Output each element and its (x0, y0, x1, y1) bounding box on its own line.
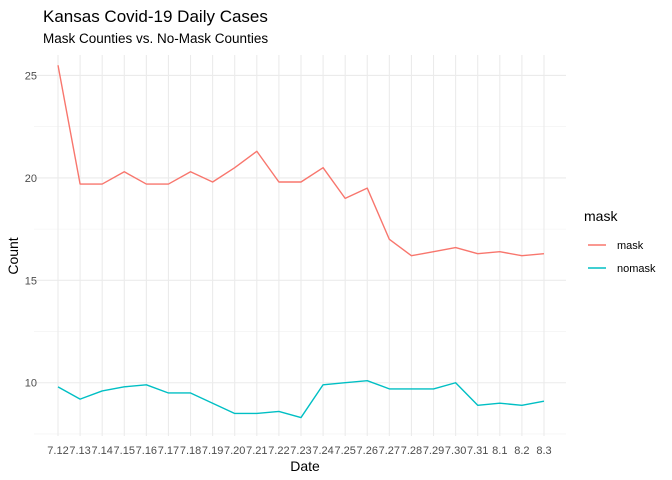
y-axis-title: Count (5, 237, 21, 274)
y-axis-ticks: 10 15 20 25 (25, 70, 37, 389)
x-tick-label: 7.24 (312, 445, 333, 457)
series-line-mask (57, 65, 545, 257)
x-tick-label: 7.18 (180, 445, 201, 457)
x-tick-label: 7.20 (224, 445, 245, 457)
x-tick-label: 7.23 (290, 445, 311, 457)
grid-major (34, 55, 566, 436)
legend-label-mask: mask (617, 240, 644, 252)
legend-items: mask nomask (588, 240, 656, 275)
x-tick-label: 7.15 (114, 445, 135, 457)
legend-label-nomask: nomask (617, 263, 656, 275)
x-tick-label: 7.13 (69, 445, 90, 457)
series-line-nomask (57, 379, 545, 419)
plot-area (34, 55, 566, 436)
x-tick-label: 7.17 (158, 445, 179, 457)
x-tick-label: 7.29 (423, 445, 444, 457)
x-tick-label: 8.3 (536, 445, 551, 457)
x-tick-label: 7.28 (401, 445, 422, 457)
x-tick-label: 7.19 (202, 445, 223, 457)
series-lines (57, 65, 545, 419)
x-axis-title: Date (290, 458, 320, 474)
x-tick-label: 7.14 (91, 445, 112, 457)
x-tick-label: 7.22 (268, 445, 289, 457)
chart-title: Kansas Covid-19 Daily Cases (43, 7, 268, 26)
x-tick-label: 7.30 (445, 445, 466, 457)
x-tick-label: 8.1 (492, 445, 507, 457)
x-tick-label: 7.16 (136, 445, 157, 457)
legend-title: mask (584, 208, 618, 224)
x-tick-label: 7.26 (357, 445, 378, 457)
y-tick-label: 10 (25, 378, 37, 390)
chart-subtitle: Mask Counties vs. No-Mask Counties (43, 31, 268, 46)
legend: mask mask nomask (584, 208, 656, 275)
y-tick-label: 25 (25, 70, 37, 82)
x-tick-label: 7.25 (334, 445, 355, 457)
y-tick-label: 15 (25, 275, 37, 287)
x-tick-label: 7.12 (47, 445, 68, 457)
x-tick-label: 7.27 (379, 445, 400, 457)
x-tick-label: 7.21 (246, 445, 267, 457)
x-axis-ticks: 7.12 7.13 7.14 7.15 7.16 7.17 7.18 7.19 7.20 7.21… (47, 445, 551, 457)
x-tick-label: 8.2 (514, 445, 529, 457)
x-tick-label: 7.31 (467, 445, 488, 457)
y-tick-label: 20 (25, 173, 37, 185)
